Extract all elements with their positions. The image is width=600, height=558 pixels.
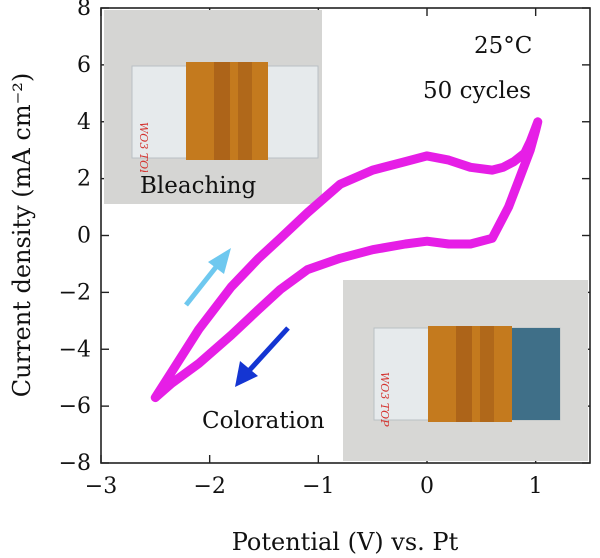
x-tick-label: −1 <box>302 474 334 499</box>
x-tick-label: 1 <box>529 474 543 499</box>
y-axis-title: Current density (mA cm⁻²) <box>8 73 36 397</box>
temperature-annotation: 25°C <box>474 33 532 59</box>
bleaching-arrow <box>184 248 231 307</box>
y-tick-label: 2 <box>77 167 91 192</box>
bleached-sample-handwriting: WO3 TOP <box>137 122 150 177</box>
cv-curve-series <box>150 117 543 403</box>
bleaching-label: Bleaching <box>140 173 256 199</box>
coloration-label: Coloration <box>202 408 325 434</box>
axis-tick-labels: −3 −2 −1 0 1 −8 −6 −4 −2 0 2 4 6 8 <box>59 0 543 499</box>
x-tick-label: −2 <box>193 474 225 499</box>
y-tick-label: −6 <box>59 394 91 419</box>
y-tick-label: 8 <box>77 0 91 21</box>
coloration-arrow <box>235 326 290 387</box>
x-axis-title: Potential (V) vs. Pt <box>232 528 459 556</box>
bleached-sample-photo: WO3 TOP Bleaching <box>104 10 322 204</box>
x-tick-label: −3 <box>85 474 117 499</box>
y-tick-label: −8 <box>59 451 91 476</box>
colored-sample-handwriting: WO3 TOP <box>378 372 391 427</box>
y-tick-label: −2 <box>59 280 91 305</box>
y-tick-label: 4 <box>77 110 91 135</box>
cycles-annotation: 50 cycles <box>423 78 531 104</box>
y-tick-label: −4 <box>59 337 91 362</box>
colored-sample-photo: WO3 TOP <box>343 280 588 461</box>
y-tick-label: 6 <box>77 53 91 78</box>
y-tick-label: 0 <box>77 224 91 249</box>
x-tick-label: 0 <box>420 474 434 499</box>
